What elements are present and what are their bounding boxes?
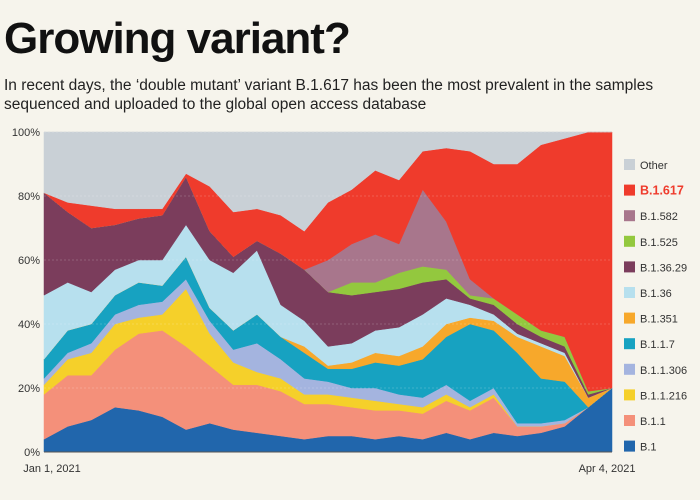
chart-subtitle: In recent days, the ‘double mutant’ vari… <box>4 77 654 113</box>
area-other <box>43 131 612 232</box>
legend-label: B.1.525 <box>640 237 678 249</box>
legend-swatch <box>624 415 635 426</box>
legend-label: B.1 <box>640 442 657 454</box>
legend-swatch <box>624 312 635 324</box>
legend-label: B.1.36 <box>640 288 672 300</box>
legend-swatch <box>624 389 635 401</box>
legend-label: B.1.582 <box>640 211 678 223</box>
x-tick-label-start: Jan 1, 2021 <box>23 463 81 475</box>
legend-swatch <box>624 338 635 350</box>
y-tick-label: 80% <box>18 191 40 203</box>
y-tick-label: 0% <box>24 447 40 459</box>
legend-swatch <box>624 159 635 170</box>
legend-swatch <box>624 210 635 222</box>
legend-label: B.1.617 <box>640 184 684 198</box>
area-series <box>43 131 613 453</box>
legend-swatch <box>624 184 635 196</box>
legend-label: B.1.1.216 <box>640 390 687 402</box>
legend-swatch <box>624 261 635 273</box>
x-tick-label-end: Apr 4, 2021 <box>579 463 636 475</box>
x-axis: Jan 1, 2021 Apr 4, 2021 <box>23 451 636 475</box>
legend-label: B.1.351 <box>640 314 678 326</box>
legend-label: B.1.36.29 <box>640 262 687 274</box>
legend-swatch <box>624 440 635 452</box>
y-axis: 0% 20% 40% 60% 80% 100% <box>12 127 40 459</box>
legend-swatch <box>624 363 635 375</box>
legend-swatch <box>624 287 635 298</box>
legend-label: B.1.1 <box>640 416 666 428</box>
legend: Other B.1.617 B.1.582 B.1.525 B.1.36.29 B.1.3… <box>624 159 687 454</box>
chart-title: Growing variant? <box>4 14 351 63</box>
y-tick-label: 40% <box>18 319 40 331</box>
y-tick-label: 100% <box>12 127 40 139</box>
legend-label: B.1.1.306 <box>640 365 687 377</box>
legend-swatch <box>624 235 635 247</box>
y-tick-label: 60% <box>18 255 40 267</box>
legend-label: Other <box>640 160 668 172</box>
legend-label: B.1.1.7 <box>640 339 675 351</box>
y-tick-label: 20% <box>18 383 40 395</box>
